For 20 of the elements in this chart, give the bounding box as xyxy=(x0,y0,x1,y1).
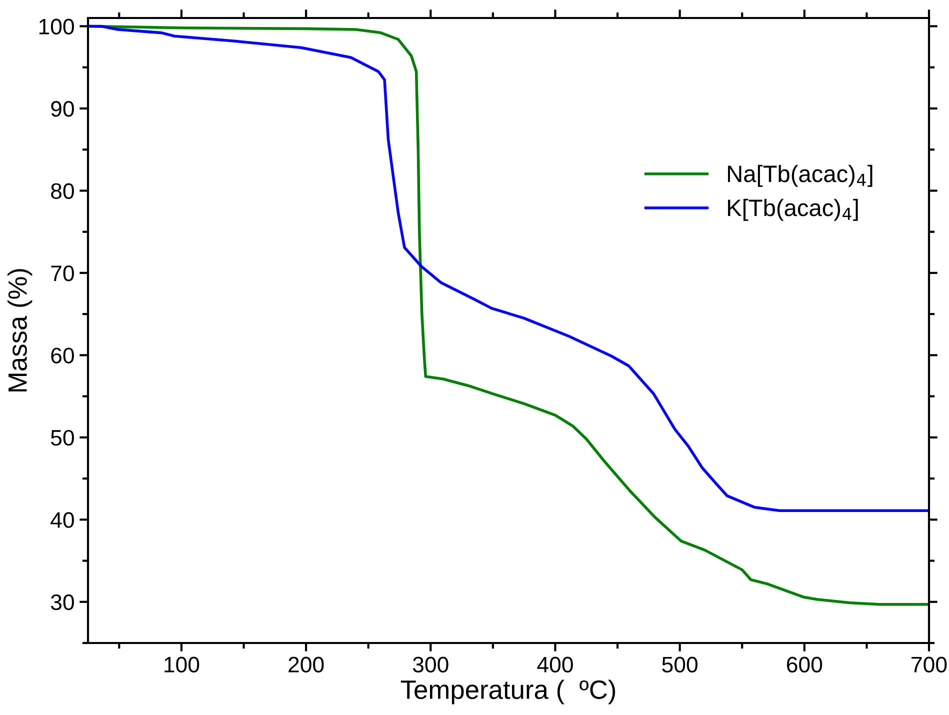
legend-label: Na[Tb(acac)$_{4}$] xyxy=(728,164,872,187)
y-tick-label: 100 xyxy=(39,18,74,34)
x-axis-title: Temperatura ( ºC) xyxy=(400,680,616,704)
y-tick-label: 90 xyxy=(51,100,74,117)
x-tick-label: 500 xyxy=(662,656,698,673)
y-tick-label: 60 xyxy=(51,348,74,364)
line-series xyxy=(88,24,929,512)
legend-label: K[Tb(acac)$_{4}$] xyxy=(728,198,858,221)
y-tick-label: 30 xyxy=(50,594,74,610)
y-tick-label: 50 xyxy=(50,430,74,446)
y-axis-title: Massa (%) xyxy=(8,269,32,392)
y-tick-label: 80 xyxy=(51,183,74,199)
x-tick-label: 200 xyxy=(288,656,324,673)
x-tick-label: 400 xyxy=(537,656,573,673)
x-tick-label: 600 xyxy=(787,656,822,673)
x-tick-label: 100 xyxy=(164,656,200,673)
y-tick-label: 70 xyxy=(51,265,74,282)
x-tick-label: 700 xyxy=(912,656,947,673)
y-tick-label: 40 xyxy=(50,512,74,528)
x-tick-label: 300 xyxy=(412,656,448,673)
